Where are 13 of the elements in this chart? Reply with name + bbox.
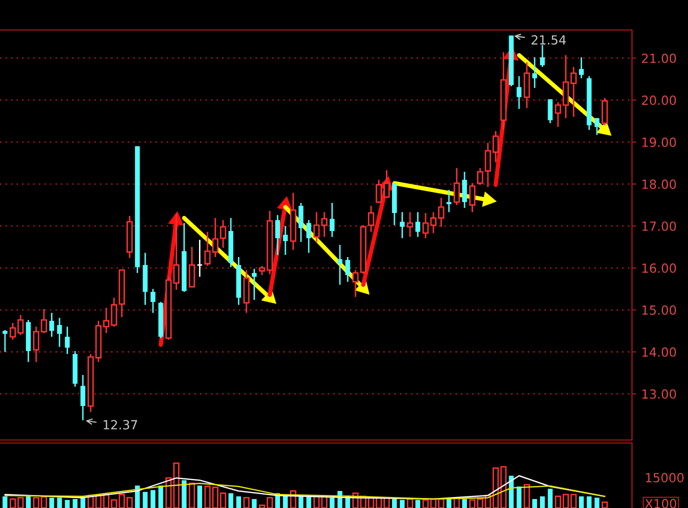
y-tick-label: 18.00 xyxy=(642,179,676,189)
y-tick-label: 13.00 xyxy=(642,389,676,399)
y-tick-label: 14.00 xyxy=(642,347,676,357)
text: X100 xyxy=(645,498,676,508)
annotation: 21.54 xyxy=(532,35,566,45)
annotation: 12.37 xyxy=(104,420,138,430)
y-tick-label: 20.00 xyxy=(642,96,676,106)
y-tick-label: 21.00 xyxy=(642,54,676,64)
y-tick-label: 16.00 xyxy=(642,263,676,273)
y-tick-label: 19.00 xyxy=(642,138,676,147)
text: 15000 xyxy=(646,472,684,482)
y-tick-label: 17.00 xyxy=(642,221,676,231)
y-tick-label: 15.00 xyxy=(642,305,676,315)
